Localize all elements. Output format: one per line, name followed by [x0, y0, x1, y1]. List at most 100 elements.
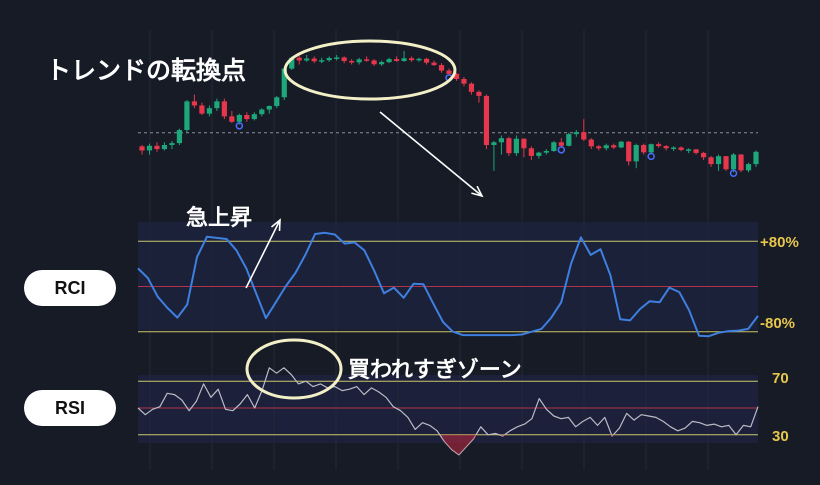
candle-body	[334, 57, 340, 59]
candle-body	[319, 60, 325, 62]
candle-body	[364, 59, 370, 61]
candle-body	[528, 148, 534, 156]
candle-body	[573, 132, 579, 135]
candle-body	[206, 108, 212, 114]
candle-body	[513, 138, 519, 154]
candle-body	[296, 57, 302, 61]
trend-down-arrow	[379, 111, 483, 197]
candle-body	[611, 145, 617, 148]
candle-body	[656, 144, 662, 147]
candle-body	[566, 134, 572, 146]
rsi-oversold-fill	[499, 434, 507, 437]
candle-body	[715, 156, 722, 165]
sharp-rise-arrow-head	[270, 218, 281, 232]
candle-body	[626, 141, 632, 162]
candle-body	[356, 59, 362, 63]
rsi-oversold-fill	[440, 434, 478, 455]
candle-body	[641, 145, 647, 153]
candle-body	[588, 139, 594, 147]
annotation-sharp-rise: 急上昇	[186, 206, 253, 231]
rsi-upper-level-label: 70	[772, 370, 789, 387]
rci-label: RCI	[24, 270, 116, 306]
candle-body	[169, 143, 175, 145]
trend-down-arrow-head	[471, 185, 484, 198]
candle-body	[281, 68, 287, 98]
candle-body	[745, 164, 752, 171]
candle-body	[408, 58, 415, 61]
signal-marker	[647, 152, 655, 161]
annotation-overbought-zone: 買われすぎゾーン	[348, 358, 522, 383]
candle-body	[154, 145, 160, 150]
candle-body	[506, 138, 512, 154]
candle-body	[401, 58, 407, 61]
candle-body	[221, 101, 227, 117]
candle-body	[274, 97, 280, 106]
rci-upper-level-label: +80%	[760, 234, 799, 251]
candle-body	[229, 116, 235, 122]
candlestick-chart	[138, 50, 759, 178]
candle-body	[700, 152, 707, 158]
rci-panel	[137, 231, 759, 338]
candle-body	[521, 138, 527, 149]
rci-panel-background	[138, 222, 758, 330]
candle-body	[393, 59, 400, 61]
candle-body	[678, 147, 684, 150]
candle-body	[431, 62, 437, 66]
annotation-shapes	[245, 39, 484, 400]
candle-body	[139, 146, 145, 151]
candle-body	[708, 157, 714, 165]
candle-body	[349, 61, 355, 63]
candle-body	[453, 73, 460, 79]
candle-body	[648, 144, 654, 153]
candle-body	[341, 57, 347, 61]
candle-body	[191, 101, 198, 106]
candle-body	[723, 156, 729, 170]
rsi-panel-background	[138, 375, 758, 443]
rci-lower-level-label: -80%	[760, 315, 796, 332]
candle-body	[581, 132, 587, 140]
candle-body	[236, 115, 242, 122]
candle-body	[558, 142, 564, 146]
annotation-trend-reversal: トレンドの転換点	[46, 56, 247, 85]
chart-grid	[149, 30, 709, 470]
signal-marker	[557, 146, 566, 154]
candle-body	[438, 65, 445, 71]
overbought-circle	[245, 338, 343, 400]
candle-body	[671, 147, 677, 149]
candle-body	[266, 106, 272, 110]
candle-body	[371, 60, 377, 65]
rsi-label: RSI	[24, 390, 116, 426]
candle-body	[326, 58, 332, 61]
candle-body	[468, 83, 475, 92]
rsi-oversold-fill	[608, 434, 616, 437]
rsi-panel	[137, 367, 759, 456]
candle-body	[386, 59, 392, 63]
candle-body	[618, 141, 624, 148]
candle-body	[259, 109, 265, 115]
candle-body	[693, 149, 699, 153]
rci-line	[137, 231, 759, 338]
candle-body	[304, 58, 310, 61]
candle-body	[161, 145, 168, 150]
candle-body	[146, 145, 153, 151]
candle-body	[730, 154, 737, 170]
candle-body	[483, 95, 490, 145]
candle-body	[184, 101, 190, 130]
candle-body	[176, 130, 183, 144]
candle-body	[663, 146, 669, 149]
candle-body	[551, 142, 557, 151]
candle-body	[633, 145, 639, 162]
candle-body	[603, 145, 609, 149]
chart-background	[138, 222, 758, 443]
candle-body	[423, 58, 430, 63]
candle-body	[738, 154, 744, 171]
candle-body	[596, 146, 602, 149]
candle-body	[491, 142, 497, 145]
candle-body	[446, 70, 452, 74]
trend-reversal-circle	[283, 39, 457, 101]
candle-body	[476, 91, 482, 96]
candle-body	[311, 58, 317, 62]
candle-body	[686, 149, 692, 151]
candle-body	[244, 115, 250, 120]
